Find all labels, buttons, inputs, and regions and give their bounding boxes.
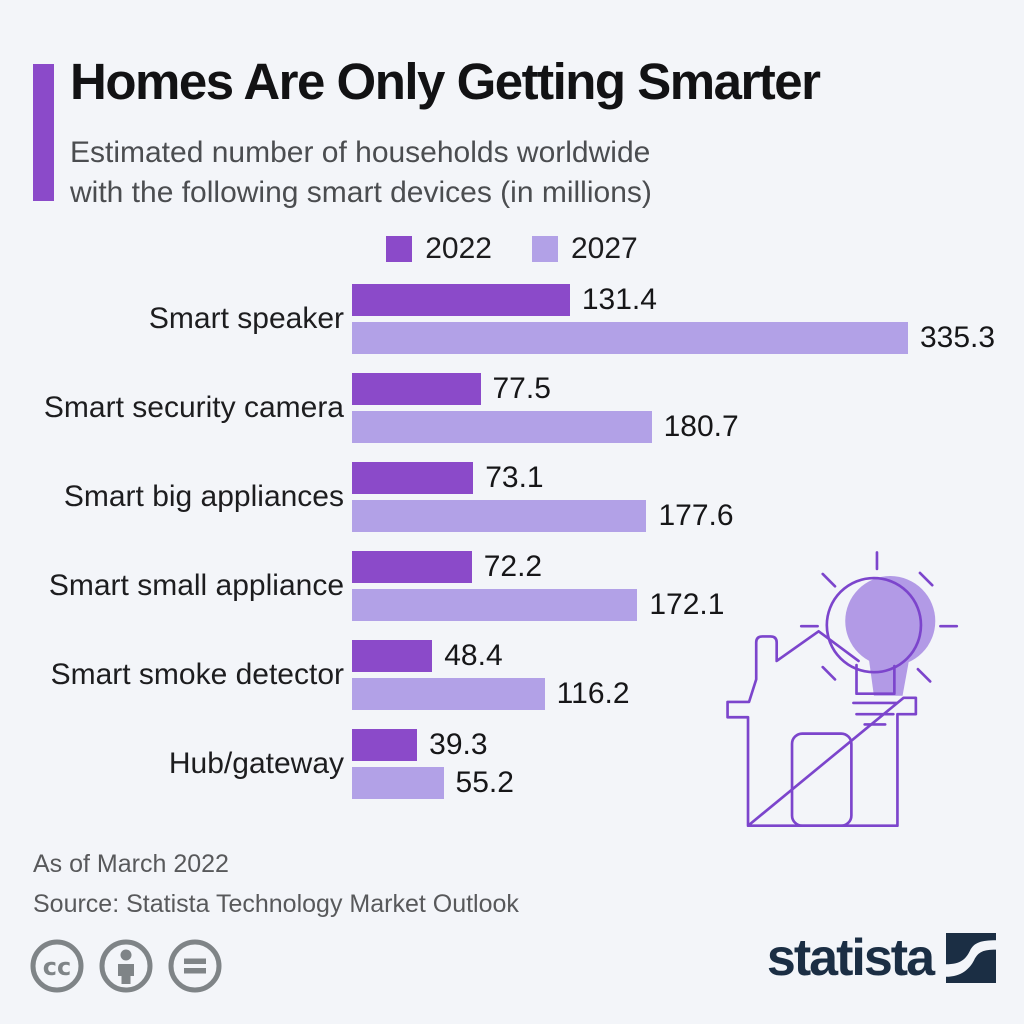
chart-row: Hub/gateway 39.3 55.2 xyxy=(0,728,1024,799)
chart-subtitle: Estimated number of households worldwide… xyxy=(70,133,870,213)
bar-value-2022: 77.5 xyxy=(492,372,551,405)
chart-subtitle-line2: with the following smart devices (in mil… xyxy=(70,176,652,209)
bar-value-2022: 72.2 xyxy=(483,550,543,583)
bar-line-2027: 172.1 xyxy=(352,588,1024,621)
attribution-icon[interactable] xyxy=(98,938,154,994)
bar-2027 xyxy=(352,322,908,354)
nd-icon[interactable] xyxy=(167,938,223,994)
statista-wordmark: statista xyxy=(766,929,935,987)
chart-row: Smart speaker 131.4 335.3 xyxy=(0,283,1024,354)
bar-value-2027: 180.7 xyxy=(663,410,739,443)
bar-value-2027: 335.3 xyxy=(920,321,996,354)
chart-subtitle-line1: Estimated number of households worldwide xyxy=(70,136,651,169)
category-bars: 48.4 116.2 xyxy=(352,639,1024,710)
bar-line-2027: 335.3 xyxy=(352,321,1024,354)
legend-label-2022: 2022 xyxy=(425,232,492,265)
bar-value-2027: 55.2 xyxy=(455,766,514,799)
bar-value-2027: 116.2 xyxy=(556,677,630,710)
chart-row: Smart big appliances 73.1 177.6 xyxy=(0,461,1024,532)
bar-2022 xyxy=(352,640,433,672)
statista-logo[interactable]: statista xyxy=(767,932,996,984)
category-bars: 131.4 335.3 xyxy=(352,283,1024,354)
bar-line-2027: 177.6 xyxy=(352,499,1024,532)
category-bars: 39.3 55.2 xyxy=(352,728,1024,799)
category-label: Smart big appliances xyxy=(63,480,344,513)
bar-value-2022: 39.3 xyxy=(429,728,488,761)
bar-2027 xyxy=(352,678,545,710)
bar-line-2022: 39.3 xyxy=(352,728,1024,761)
legend-item-2022: 2022 xyxy=(386,232,492,266)
bar-2022 xyxy=(352,373,481,405)
bar-value-2027: 172.1 xyxy=(649,588,725,621)
category-bars: 73.1 177.6 xyxy=(352,461,1024,532)
bar-line-2022: 72.2 xyxy=(352,550,1024,583)
chart-row: Smart small appliance 72.2 172.1 xyxy=(0,550,1024,621)
bar-2022 xyxy=(352,551,472,583)
bar-line-2022: 73.1 xyxy=(352,461,1024,494)
category-label: Smart smoke detector xyxy=(50,658,344,691)
chart-title: Homes Are Only Getting Smarter xyxy=(70,53,821,110)
statista-logo-mark xyxy=(946,933,996,983)
footnote-source: Source: Statista Technology Market Outlo… xyxy=(33,890,519,918)
chart-row: Smart smoke detector 48.4 116.2 xyxy=(0,639,1024,710)
bar-2027 xyxy=(352,411,652,443)
category-label: Hub/gateway xyxy=(168,747,344,780)
legend-label-2027: 2027 xyxy=(571,232,638,265)
bulb-neck-fill xyxy=(867,650,911,696)
bar-line-2022: 77.5 xyxy=(352,372,1024,405)
house-outline xyxy=(726,629,918,828)
bulb-rays xyxy=(799,551,959,683)
footnote: As of March 2022 Source: Statista Techno… xyxy=(33,844,519,924)
bar-line-2027: 55.2 xyxy=(352,766,1024,799)
footnote-date: As of March 2022 xyxy=(33,850,229,878)
bar-2027 xyxy=(352,767,444,799)
bar-line-2022: 48.4 xyxy=(352,639,1024,672)
bulb-base-lines xyxy=(852,701,898,726)
chart-row: Smart security camera 77.5 180.7 xyxy=(0,372,1024,443)
bulb-outline xyxy=(825,576,923,674)
bar-2027 xyxy=(352,589,638,621)
legend-swatch-2027 xyxy=(532,236,558,262)
bar-2022 xyxy=(352,462,474,494)
bar-value-2022: 131.4 xyxy=(581,283,657,316)
category-label: Smart speaker xyxy=(148,302,344,335)
house-lightbulb-illustration xyxy=(726,551,959,828)
title-accent-bar xyxy=(33,64,54,201)
bar-value-2027: 177.6 xyxy=(658,499,734,532)
bar-2027 xyxy=(352,500,647,532)
bar-line-2027: 116.2 xyxy=(352,677,1024,710)
bar-2022 xyxy=(352,729,418,761)
bar-value-2022: 73.1 xyxy=(485,461,544,494)
bulb-neck-outline xyxy=(855,663,896,696)
bar-chart: Smart speaker 131.4 335.3 Smart security ca… xyxy=(0,283,1024,818)
house-door xyxy=(790,732,853,828)
bar-value-2022: 48.4 xyxy=(444,639,503,672)
category-bars: 77.5 180.7 xyxy=(352,372,1024,443)
legend-item-2027: 2027 xyxy=(532,232,638,266)
category-label: Smart security camera xyxy=(43,391,344,424)
license-icons: cc xyxy=(29,938,223,994)
category-label: Smart small appliance xyxy=(48,569,344,602)
bar-2022 xyxy=(352,284,570,316)
cc-icon[interactable]: cc xyxy=(29,938,85,994)
legend-swatch-2022 xyxy=(386,236,413,262)
legend: 2022 2027 xyxy=(0,232,1024,266)
svg-text:cc: cc xyxy=(43,953,71,981)
bar-line-2022: 131.4 xyxy=(352,283,1024,316)
category-bars: 72.2 172.1 xyxy=(352,550,1024,621)
bar-line-2027: 180.7 xyxy=(352,410,1024,443)
